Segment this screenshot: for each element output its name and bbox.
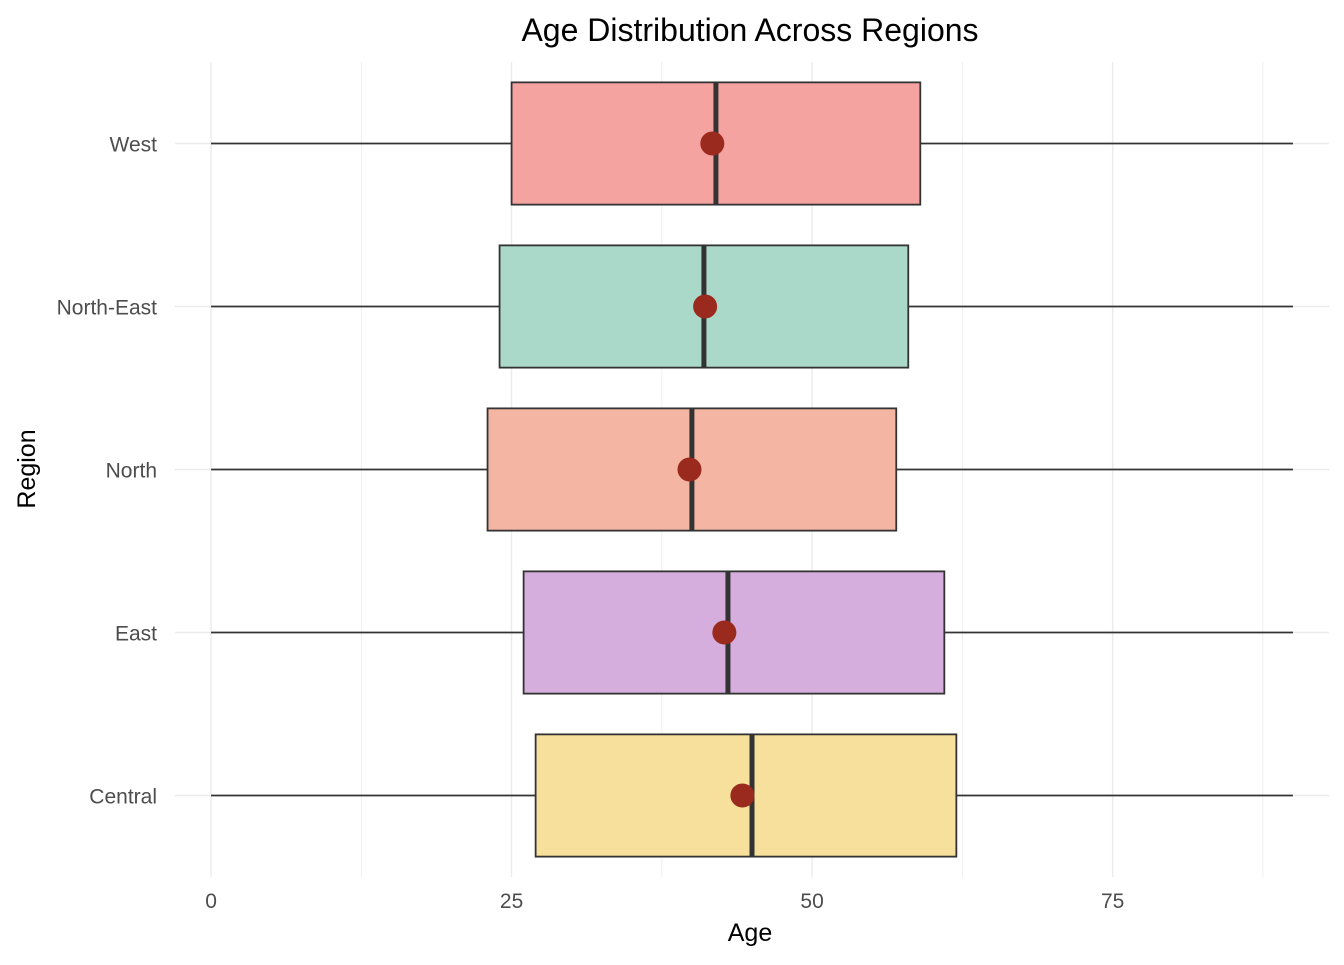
mean-marker: [700, 131, 725, 156]
x-tick-label: 25: [500, 890, 523, 913]
y-axis-title: Region: [13, 429, 41, 508]
mean-marker: [730, 783, 755, 808]
x-tick-label: 0: [205, 890, 217, 913]
box-group-west: [211, 81, 1293, 206]
y-tick-label: East: [115, 623, 157, 646]
x-tick-label: 75: [1101, 890, 1124, 913]
mean-marker: [693, 294, 718, 319]
chart-title: Age Distribution Across Regions: [521, 12, 978, 48]
box-group-north-east: [211, 244, 1293, 369]
x-tick-label: 50: [800, 890, 823, 913]
y-tick-label: North: [106, 460, 157, 483]
marks-layer: [211, 81, 1293, 858]
y-tick-label: West: [110, 134, 158, 157]
box-group-central: [211, 733, 1293, 858]
box-group-east: [211, 570, 1293, 695]
box-group-north: [211, 407, 1293, 532]
mean-marker: [677, 457, 702, 482]
y-tick-label: Central: [89, 786, 157, 809]
axis-layer: 0 25 50 75 Central East North North-East West: [57, 134, 1125, 914]
x-axis-title: Age: [728, 919, 772, 947]
y-tick-label: North-East: [57, 297, 158, 320]
mean-marker: [712, 620, 737, 645]
